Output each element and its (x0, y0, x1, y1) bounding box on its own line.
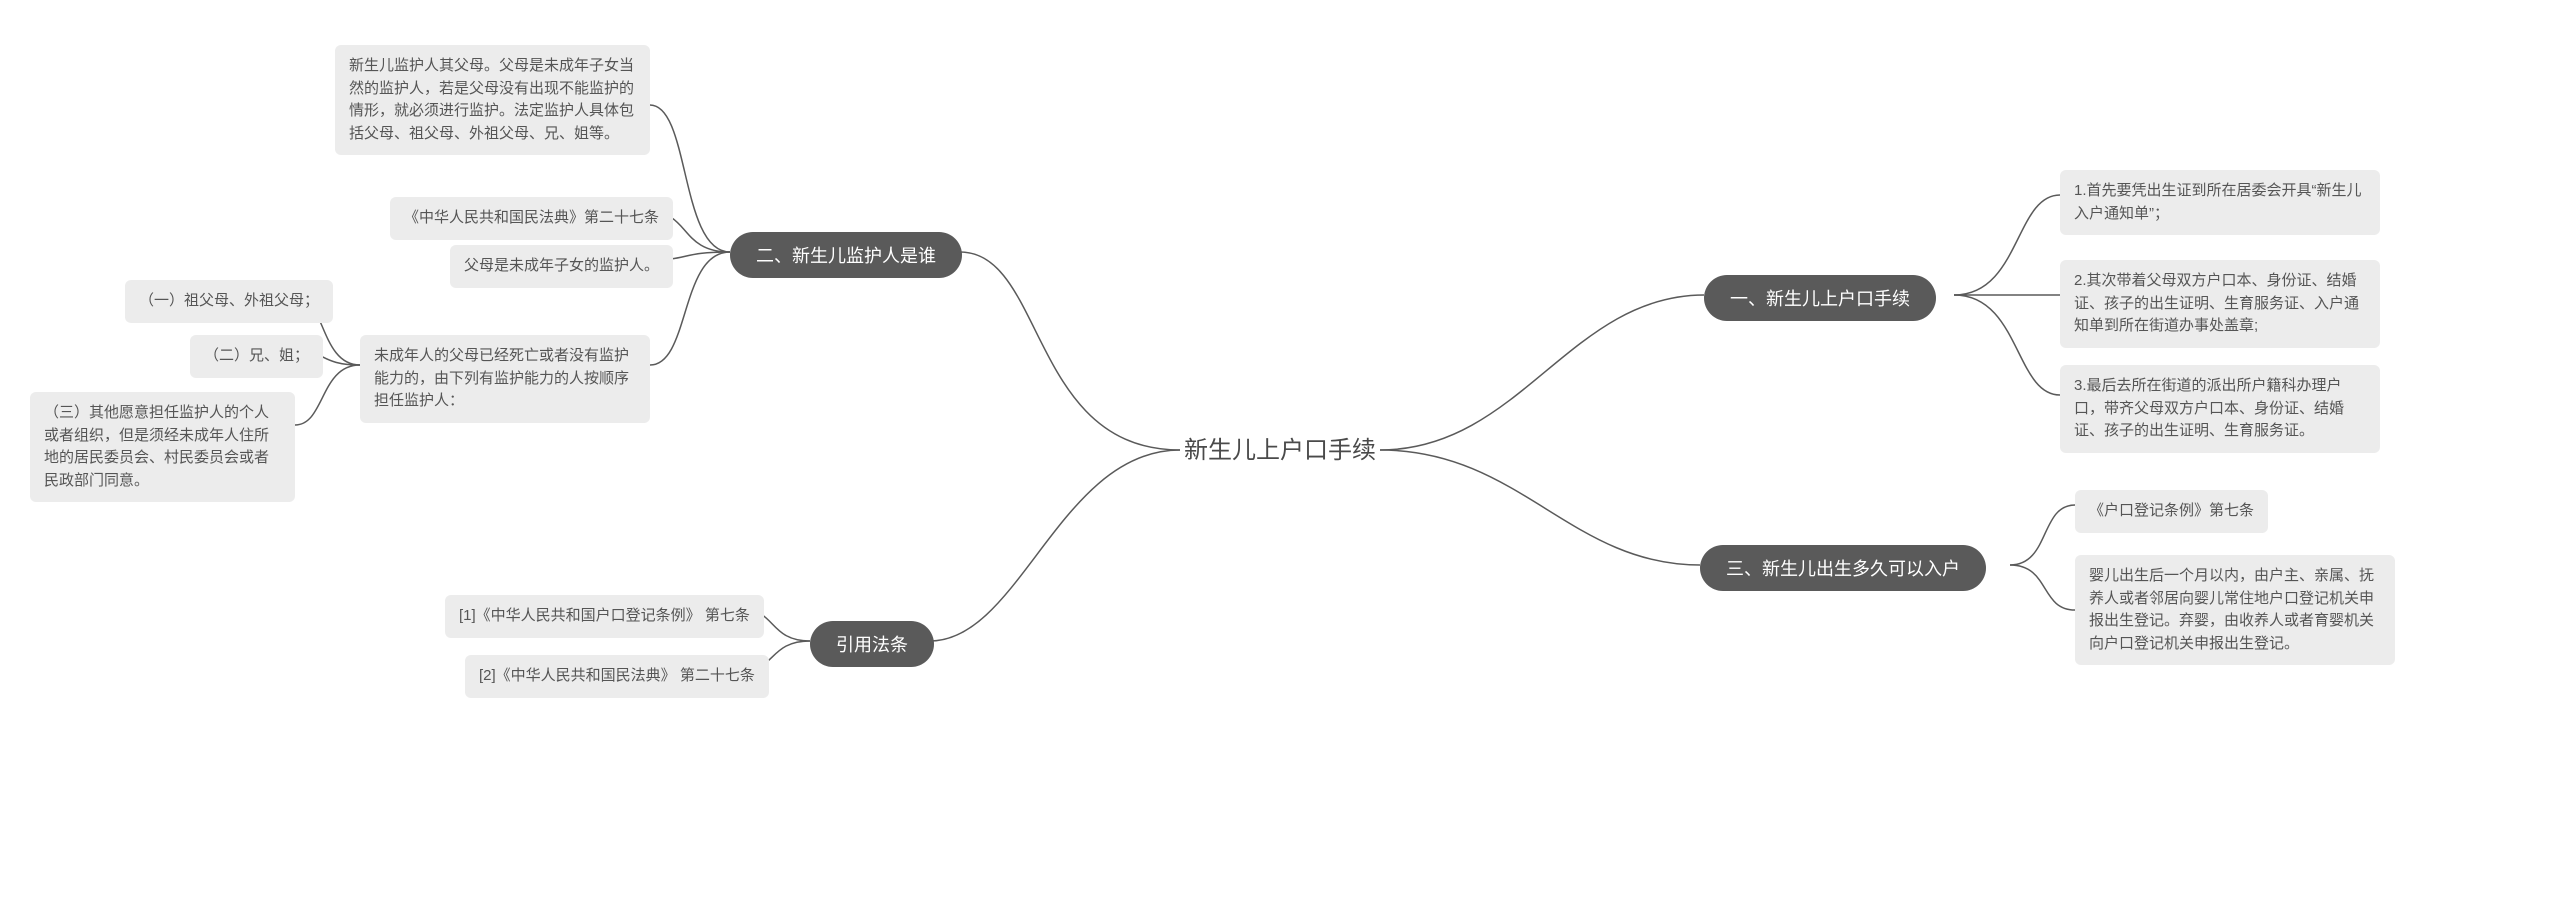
leaf-text: 父母是未成年子女的监护人。 (464, 255, 659, 278)
branch-2: 二、新生儿监护人是谁 (730, 232, 962, 278)
leaf-b1-3: 3.最后去所在街道的派出所户籍科办理户口，带齐父母双方户口本、身份证、结婚证、孩… (2060, 365, 2380, 453)
leaf-b1-1: 1.首先要凭出生证到所在居委会开具“新生儿入户通知单”； (2060, 170, 2380, 235)
root-label: 新生儿上户口手续 (1184, 430, 1376, 465)
leaf-b2-4: 未成年人的父母已经死亡或者没有监护能力的，由下列有监护能力的人按顺序担任监护人： (360, 335, 650, 423)
branch-3-label: 三、新生儿出生多久可以入户 (1726, 555, 1960, 581)
leaf-text: [2]《中华人民共和国民法典》 第二十七条 (479, 665, 755, 688)
leaf-text: 1.首先要凭出生证到所在居委会开具“新生儿入户通知单”； (2074, 180, 2366, 225)
leaf-b3-2: 婴儿出生后一个月以内，由户主、亲属、抚养人或者邻居向婴儿常住地户口登记机关申报出… (2075, 555, 2395, 665)
mindmap-canvas: 新生儿上户口手续 一、新生儿上户口手续 1.首先要凭出生证到所在居委会开具“新生… (0, 0, 2560, 921)
leaf-text: 2.其次带着父母双方户口本、身份证、结婚证、孩子的出生证明、生育服务证、入户通知… (2074, 270, 2366, 338)
root-node: 新生儿上户口手续 (1180, 430, 1380, 465)
leaf-text: 新生儿监护人其父母。父母是未成年子女当然的监护人，若是父母没有出现不能监护的情形… (349, 55, 636, 145)
leaf-text: 《户口登记条例》第七条 (2089, 500, 2254, 523)
leaf-text: 《中华人民共和国民法典》第二十七条 (404, 207, 659, 230)
leaf-b3-1: 《户口登记条例》第七条 (2075, 490, 2268, 533)
leaf-b4-2: [2]《中华人民共和国民法典》 第二十七条 (465, 655, 769, 698)
leaf-text: （二）兄、姐； (204, 345, 309, 368)
leaf-b2-4-3: （三）其他愿意担任监护人的个人或者组织，但是须经未成年人住所地的居民委员会、村民… (30, 392, 295, 502)
leaf-b1-2: 2.其次带着父母双方户口本、身份证、结婚证、孩子的出生证明、生育服务证、入户通知… (2060, 260, 2380, 348)
branch-2-label: 二、新生儿监护人是谁 (756, 242, 936, 268)
leaf-b2-4-2: （二）兄、姐； (190, 335, 323, 378)
leaf-text: [1]《中华人民共和国户口登记条例》 第七条 (459, 605, 750, 628)
leaf-b2-3: 父母是未成年子女的监护人。 (450, 245, 673, 288)
branch-3: 三、新生儿出生多久可以入户 (1700, 545, 1986, 591)
branch-1-label: 一、新生儿上户口手续 (1730, 285, 1910, 311)
leaf-text: （三）其他愿意担任监护人的个人或者组织，但是须经未成年人住所地的居民委员会、村民… (44, 402, 281, 492)
branch-4: 引用法条 (810, 621, 934, 667)
branch-1: 一、新生儿上户口手续 (1704, 275, 1936, 321)
branch-4-label: 引用法条 (836, 631, 908, 657)
leaf-b4-1: [1]《中华人民共和国户口登记条例》 第七条 (445, 595, 764, 638)
leaf-text: （一）祖父母、外祖父母； (139, 290, 319, 313)
leaf-b2-1: 新生儿监护人其父母。父母是未成年子女当然的监护人，若是父母没有出现不能监护的情形… (335, 45, 650, 155)
leaf-text: 未成年人的父母已经死亡或者没有监护能力的，由下列有监护能力的人按顺序担任监护人： (374, 345, 636, 413)
leaf-b2-2: 《中华人民共和国民法典》第二十七条 (390, 197, 673, 240)
leaf-text: 3.最后去所在街道的派出所户籍科办理户口，带齐父母双方户口本、身份证、结婚证、孩… (2074, 375, 2366, 443)
leaf-b2-4-1: （一）祖父母、外祖父母； (125, 280, 333, 323)
leaf-text: 婴儿出生后一个月以内，由户主、亲属、抚养人或者邻居向婴儿常住地户口登记机关申报出… (2089, 565, 2381, 655)
